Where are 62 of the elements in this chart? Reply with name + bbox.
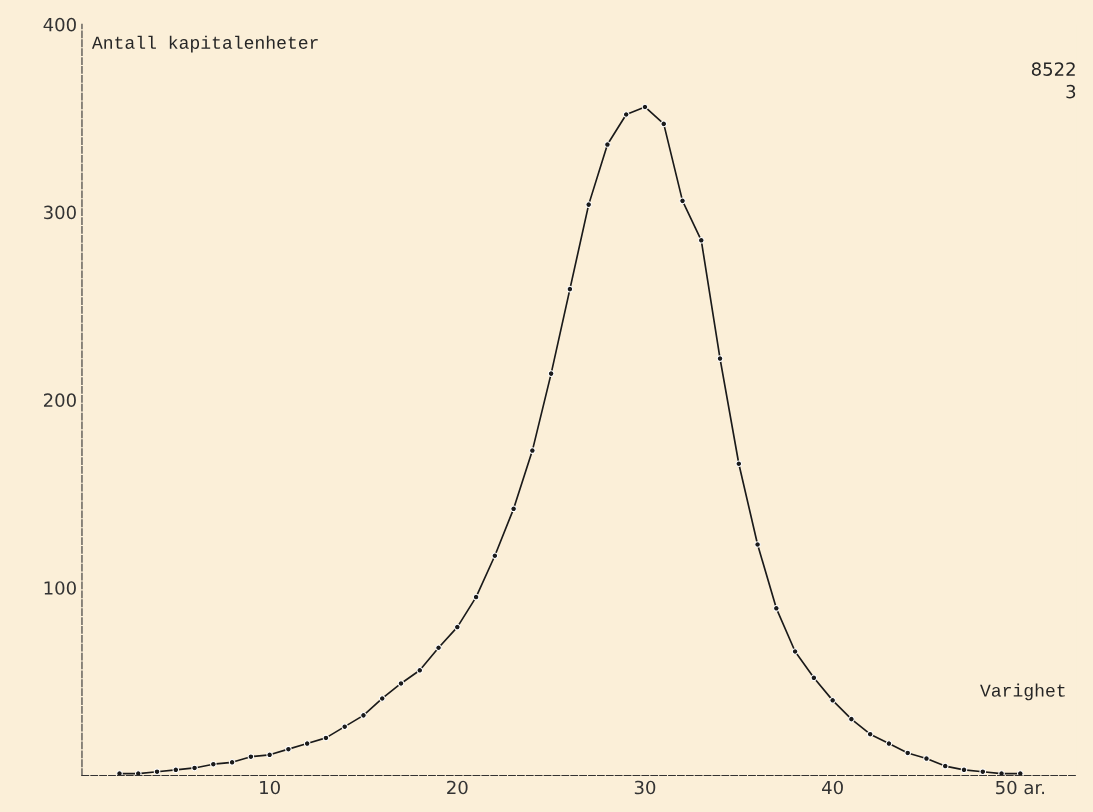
- point: [566, 285, 574, 293]
- annotation: 3: [1066, 84, 1076, 99]
- point: [829, 697, 836, 704]
- point: [341, 723, 348, 730]
- point: [510, 505, 517, 513]
- point: [378, 695, 386, 702]
- point: [810, 674, 818, 682]
- point: [660, 120, 668, 128]
- x-tick-label: 50 ar.: [996, 780, 1045, 795]
- point: [697, 237, 705, 244]
- point: [454, 623, 461, 631]
- point: [472, 593, 480, 601]
- annotation: 8522: [1031, 62, 1075, 76]
- point: [172, 766, 180, 774]
- point: [228, 759, 236, 766]
- point: [622, 111, 630, 118]
- point: [210, 760, 217, 768]
- point: [604, 141, 611, 148]
- point: [885, 740, 893, 747]
- point: [904, 749, 911, 757]
- point: [1017, 770, 1024, 776]
- point: [585, 201, 592, 208]
- y-tick-label: 100: [44, 581, 76, 595]
- point: [641, 103, 649, 111]
- point: [716, 355, 724, 362]
- y-axis-title: Antall kapitalenheter: [91, 35, 318, 53]
- point: [416, 667, 424, 674]
- y-tick-label: 400: [43, 17, 76, 32]
- point: [153, 768, 161, 775]
- point: [773, 605, 780, 612]
- point: [303, 740, 311, 747]
- point: [941, 762, 949, 770]
- point: [923, 755, 930, 762]
- x-tick-label: 20: [447, 780, 468, 795]
- x-tick-label: 30: [634, 780, 656, 795]
- point: [360, 712, 367, 719]
- x-tick-label: 10: [260, 780, 280, 795]
- point: [491, 552, 499, 560]
- point: [266, 751, 273, 759]
- point: [116, 770, 123, 776]
- point: [960, 766, 968, 774]
- point: [397, 680, 405, 687]
- point: [285, 745, 292, 753]
- y-tick-label: 200: [43, 393, 76, 408]
- x-axis-title: Varighet: [980, 683, 1065, 701]
- point: [247, 753, 255, 760]
- y-tick-label: 300: [44, 205, 76, 220]
- x-tick-label: 40: [822, 780, 843, 795]
- point: [679, 197, 686, 205]
- point: [547, 370, 555, 377]
- point: [791, 648, 799, 655]
- point: [191, 764, 198, 772]
- point: [754, 541, 761, 548]
- point: [866, 730, 874, 738]
- point: [735, 460, 743, 468]
- point: [848, 715, 855, 723]
- point: [435, 644, 442, 652]
- point: [134, 770, 142, 776]
- point: [998, 770, 1005, 776]
- point: [979, 768, 987, 775]
- point: [322, 734, 330, 742]
- point: [529, 447, 536, 454]
